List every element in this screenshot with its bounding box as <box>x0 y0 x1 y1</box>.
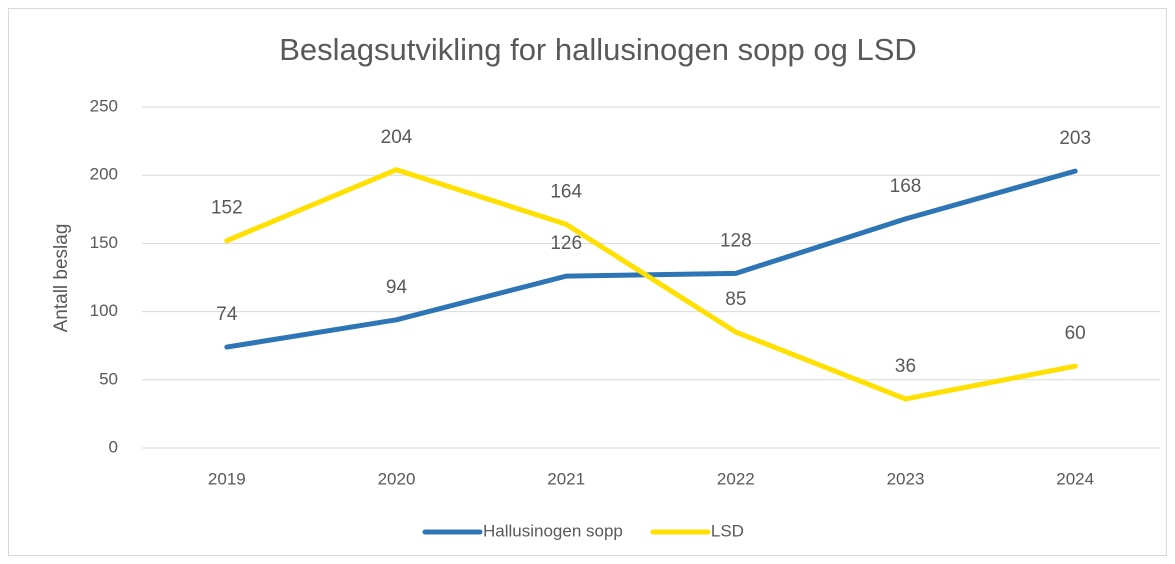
chart-title: Beslagsutvikling for hallusinogen sopp o… <box>279 32 917 67</box>
data-label: 126 <box>550 233 582 254</box>
x-tick-label: 2020 <box>378 469 416 488</box>
chart-frame <box>8 8 1167 556</box>
x-tick-label: 2024 <box>1056 469 1094 488</box>
data-label: 60 <box>1065 323 1086 344</box>
data-label: 128 <box>720 230 752 251</box>
x-tick-label: 2019 <box>208 469 246 488</box>
y-tick-label: 0 <box>109 437 118 456</box>
legend-label: Hallusinogen sopp <box>483 521 623 540</box>
x-tick-label: 2023 <box>887 469 925 488</box>
y-tick-label: 50 <box>99 369 118 388</box>
data-label: 168 <box>890 176 922 197</box>
data-label: 203 <box>1059 128 1091 149</box>
y-tick-label: 250 <box>90 96 118 115</box>
y-tick-label: 100 <box>90 301 118 320</box>
series-line <box>224 167 1078 402</box>
data-label: 164 <box>550 181 582 202</box>
x-tick-label: 2021 <box>547 469 585 488</box>
data-label: 36 <box>895 356 916 377</box>
legend-label: LSD <box>711 521 744 540</box>
series-line <box>224 168 1078 350</box>
data-label: 152 <box>211 198 243 219</box>
x-tick-label: 2022 <box>717 469 755 488</box>
data-label: 94 <box>386 277 408 298</box>
data-label: 204 <box>381 127 413 148</box>
data-label: 85 <box>725 289 746 310</box>
y-axis-label: Antall beslag <box>51 224 72 333</box>
data-label: 74 <box>216 304 238 325</box>
y-tick-label: 150 <box>90 233 118 252</box>
y-tick-label: 200 <box>90 165 118 184</box>
